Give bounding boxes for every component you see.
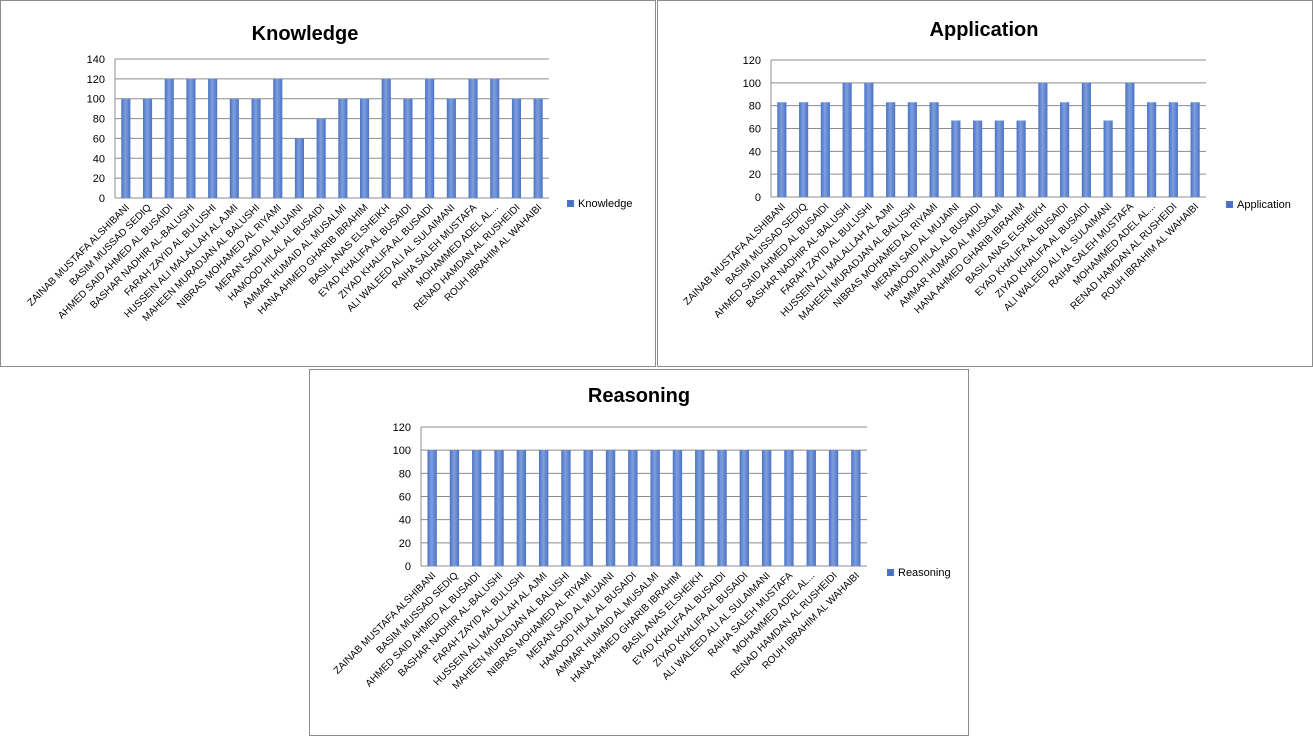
reasoning-bar — [538, 450, 549, 566]
reasoning-bar — [605, 450, 616, 566]
knowledge-chart-panel: Knowledge 0 20 40 60 80 100 120 140 ZAINAB MUSTAF… — [0, 0, 656, 367]
application-chart-panel: Application 0 20 40 60 80 100 120 ZAINAB MUSTAFA… — [657, 0, 1313, 367]
reasoning-bar — [516, 450, 527, 566]
application-bar — [994, 120, 1004, 197]
knowledge-bar — [273, 78, 283, 198]
reasoning-bar — [717, 450, 727, 566]
knowledge-y-tick-label: 140 — [87, 54, 105, 66]
reasoning-bar — [650, 450, 660, 566]
application-bar — [777, 102, 787, 197]
application-y-tick-label: 60 — [749, 124, 761, 136]
knowledge-y-tick-label: 40 — [93, 153, 105, 165]
application-bar — [1103, 120, 1113, 197]
application-bar — [1190, 102, 1200, 197]
reasoning-bar — [851, 450, 861, 566]
application-y-tick-label: 80 — [749, 101, 761, 113]
knowledge-bar — [446, 98, 456, 198]
application-y-tick-label: 120 — [743, 55, 761, 67]
reasoning-y-tick-label: 60 — [399, 492, 411, 504]
knowledge-bar — [381, 78, 391, 198]
application-bar — [1016, 120, 1026, 197]
application-bar — [799, 102, 809, 197]
knowledge-bar — [208, 78, 218, 198]
application-legend-label: Application — [1237, 199, 1291, 211]
application-bar — [1060, 102, 1070, 197]
knowledge-y-tick-label: 60 — [93, 133, 105, 145]
reasoning-bar — [828, 450, 839, 566]
knowledge-y-tick-label: 0 — [99, 193, 105, 205]
knowledge-bar — [229, 98, 239, 198]
knowledge-bar — [468, 78, 478, 198]
application-y-tick-label: 0 — [755, 192, 761, 204]
knowledge-bar — [338, 98, 348, 198]
knowledge-y-tick-label: 20 — [93, 173, 105, 185]
reasoning-bar — [494, 450, 504, 566]
knowledge-bar — [533, 98, 543, 198]
reasoning-bar — [472, 450, 482, 566]
knowledge-bar — [316, 118, 326, 198]
application-bar — [907, 102, 917, 197]
knowledge-legend-swatch — [567, 200, 574, 207]
reasoning-bar — [427, 450, 437, 566]
application-bar — [1147, 102, 1157, 197]
reasoning-bar — [449, 450, 460, 566]
knowledge-y-tick-label: 80 — [93, 114, 105, 126]
reasoning-chart-panel: Reasoning 0 20 40 60 80 100 120 ZAINAB MUSTAFA A… — [309, 369, 969, 736]
reasoning-bar — [784, 450, 794, 566]
reasoning-bar — [695, 450, 705, 566]
application-bar — [820, 102, 830, 197]
application-bar — [886, 102, 896, 197]
knowledge-bar — [403, 98, 413, 198]
application-bar — [951, 120, 961, 197]
knowledge-bar — [251, 98, 261, 198]
reasoning-bar — [583, 450, 593, 566]
application-y-tick-label: 100 — [743, 78, 761, 90]
reasoning-y-tick-label: 20 — [399, 538, 411, 550]
knowledge-y-tick-label: 120 — [87, 74, 105, 86]
application-y-tick-label: 20 — [749, 169, 761, 181]
application-bar — [1038, 82, 1048, 197]
reasoning-bar — [739, 450, 750, 566]
application-bar — [1168, 102, 1178, 197]
application-bar — [842, 82, 852, 197]
reasoning-chart-title: Reasoning — [588, 385, 690, 407]
reasoning-bar — [672, 450, 683, 566]
knowledge-bar — [142, 98, 153, 198]
reasoning-legend-swatch — [887, 569, 894, 576]
knowledge-bar — [294, 138, 305, 198]
knowledge-bar — [511, 98, 522, 198]
knowledge-bar — [164, 78, 174, 198]
knowledge-y-tick-label: 100 — [87, 94, 105, 106]
reasoning-bar — [806, 450, 816, 566]
knowledge-legend-label: Knowledge — [578, 198, 632, 210]
reasoning-y-tick-label: 0 — [405, 561, 411, 573]
reasoning-bar — [561, 450, 571, 566]
reasoning-y-tick-label: 120 — [393, 422, 411, 434]
reasoning-y-tick-label: 80 — [399, 468, 411, 480]
knowledge-chart-title: Knowledge — [252, 23, 359, 45]
application-bar — [973, 120, 983, 197]
application-y-tick-label: 40 — [749, 146, 761, 158]
application-legend-swatch — [1226, 201, 1233, 208]
reasoning-legend-label: Reasoning — [898, 567, 951, 579]
reasoning-bar — [761, 450, 772, 566]
knowledge-bar — [121, 98, 131, 198]
knowledge-bar — [425, 78, 435, 198]
knowledge-bar — [490, 78, 500, 198]
application-bar — [864, 82, 874, 197]
application-bar — [929, 102, 939, 197]
application-bar — [1125, 82, 1135, 197]
knowledge-bar — [359, 98, 370, 198]
application-chart-title: Application — [930, 19, 1039, 41]
reasoning-y-tick-label: 40 — [399, 515, 411, 527]
application-bar — [1081, 82, 1091, 197]
reasoning-bar — [628, 450, 638, 566]
reasoning-y-tick-label: 100 — [393, 445, 411, 457]
knowledge-bar — [186, 78, 196, 198]
